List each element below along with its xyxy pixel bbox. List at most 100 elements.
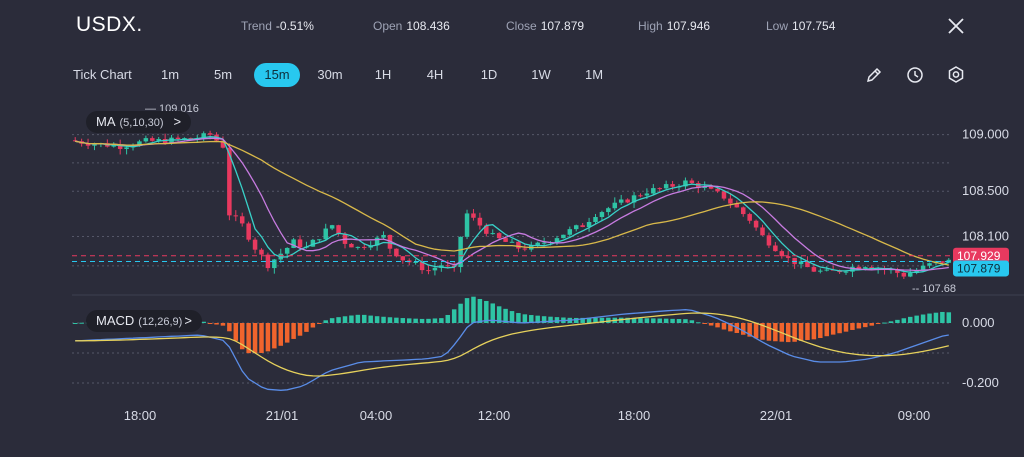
- timeframe-15m[interactable]: 15m: [254, 63, 300, 87]
- macd-histogram-bar: [496, 306, 502, 323]
- candle-body: [413, 261, 418, 263]
- macd-histogram-bar: [233, 323, 239, 341]
- macd-histogram-bar: [888, 321, 894, 323]
- macd-expand-arrow: >: [184, 313, 192, 328]
- tick-chart-toggle[interactable]: Tick Chart: [73, 67, 132, 82]
- candle-body: [522, 248, 528, 250]
- candle-body: [818, 270, 823, 272]
- candle-body: [464, 213, 470, 237]
- timeframe-1d[interactable]: 1D: [480, 67, 498, 82]
- candle-body: [721, 191, 727, 199]
- macd-histogram-bar: [837, 323, 842, 334]
- macd-histogram-bar: [728, 323, 733, 332]
- low-label: Low: [766, 19, 789, 33]
- close-icon[interactable]: [944, 14, 968, 38]
- macd-histogram-bar: [670, 318, 675, 323]
- candle-body: [683, 180, 688, 187]
- timeframe-5m[interactable]: 5m: [213, 67, 233, 82]
- candle-body: [850, 266, 855, 272]
- candle-body: [394, 248, 399, 257]
- candle-body: [561, 234, 566, 239]
- macd-histogram-bar: [484, 300, 489, 323]
- candle-body: [124, 147, 129, 149]
- open-label: Open: [373, 19, 403, 33]
- candle-body: [458, 236, 463, 268]
- macd-histogram-bar: [400, 318, 406, 323]
- candle-body: [708, 186, 714, 189]
- candle-body: [432, 267, 438, 271]
- macd-histogram-bar: [522, 314, 528, 323]
- candle-body: [805, 261, 810, 268]
- macd-histogram-bar: [869, 323, 874, 326]
- candle-body: [606, 208, 611, 213]
- candle-body: [702, 186, 707, 188]
- macd-histogram-bar: [464, 298, 470, 323]
- candle-body: [477, 217, 483, 226]
- macd-histogram-bar: [663, 318, 669, 323]
- candle-body: [901, 272, 907, 277]
- candle-body: [117, 144, 123, 149]
- candle-body: [612, 202, 618, 209]
- close-stat: Close 107.879: [506, 19, 584, 33]
- candle-body: [618, 199, 624, 203]
- macd-histogram-bar: [856, 323, 862, 329]
- macd-histogram-bar: [676, 319, 682, 323]
- macd-histogram-bar: [721, 323, 727, 330]
- macd-histogram-bar: [419, 318, 425, 323]
- open-value: 108.436: [406, 19, 450, 33]
- macd-histogram-bar: [426, 318, 431, 323]
- macd-params: (12,26,9): [138, 316, 183, 328]
- timeframe-30m[interactable]: 30m: [317, 67, 343, 82]
- timeframe-1m[interactable]: 1m: [160, 67, 180, 82]
- candle-body: [593, 217, 598, 222]
- time-tick-label: 21/01: [266, 408, 299, 423]
- candle-body: [747, 214, 752, 221]
- macd-histogram-bar: [606, 317, 611, 323]
- candle-body: [92, 144, 97, 146]
- ma-indicator-pill[interactable]: MA (5,10,30) >: [86, 111, 192, 133]
- macd-histogram-bar: [471, 296, 476, 323]
- candle-body: [355, 246, 361, 248]
- timeframe-1w[interactable]: 1W: [531, 67, 551, 82]
- candle-body: [625, 199, 630, 203]
- draw-pencil-icon[interactable]: [863, 64, 885, 86]
- macd-histogram-bar: [541, 316, 547, 323]
- macd-histogram-bar: [933, 312, 939, 323]
- macd-histogram-bar: [914, 315, 919, 323]
- timeframe-4h[interactable]: 4H: [426, 67, 444, 82]
- candle-body: [908, 272, 913, 277]
- high-stat: High 107.946: [638, 19, 710, 33]
- macd-histogram-bar: [548, 316, 553, 323]
- timeframe-1h[interactable]: 1H: [374, 67, 392, 82]
- macd-histogram-bar: [863, 323, 868, 328]
- candle-body: [920, 265, 926, 271]
- timeframe-1m[interactable]: 1M: [584, 67, 604, 82]
- macd-histogram-bar: [875, 323, 881, 325]
- candle-body: [233, 215, 239, 217]
- macd-histogram-bar: [509, 311, 515, 323]
- macd-histogram-bar: [708, 323, 714, 326]
- settings-gear-icon[interactable]: [945, 64, 967, 86]
- macd-histogram-bar: [843, 323, 849, 332]
- macd-histogram-bar: [529, 315, 534, 323]
- macd-histogram-bar: [278, 323, 284, 346]
- candle-body: [940, 261, 945, 263]
- candle-body: [387, 234, 393, 249]
- macd-histogram-bar: [284, 323, 290, 343]
- candle-body: [188, 138, 194, 140]
- macd-histogram-bar: [304, 323, 309, 332]
- macd-indicator-pill[interactable]: MACD (12,26,9) >: [86, 310, 202, 332]
- chart-svg[interactable]: 109.000 108.500 108.100 0.000 -0.200 18:00 21/…: [0, 95, 1024, 452]
- candle-body: [567, 229, 573, 235]
- candle-body: [599, 212, 605, 218]
- chart-area[interactable]: 109.000 108.500 108.100 0.000 -0.200 18:00 21/…: [0, 95, 1024, 452]
- candle-body: [445, 265, 451, 267]
- candle-body: [227, 147, 232, 216]
- ma-label: MA: [96, 114, 116, 129]
- macd-histogram-bar: [252, 323, 258, 354]
- candle-body: [554, 238, 560, 243]
- clock-reset-icon[interactable]: [904, 64, 926, 86]
- candle-body: [362, 246, 367, 248]
- low-stat: Low 107.754: [766, 19, 835, 33]
- candle-body: [259, 249, 264, 255]
